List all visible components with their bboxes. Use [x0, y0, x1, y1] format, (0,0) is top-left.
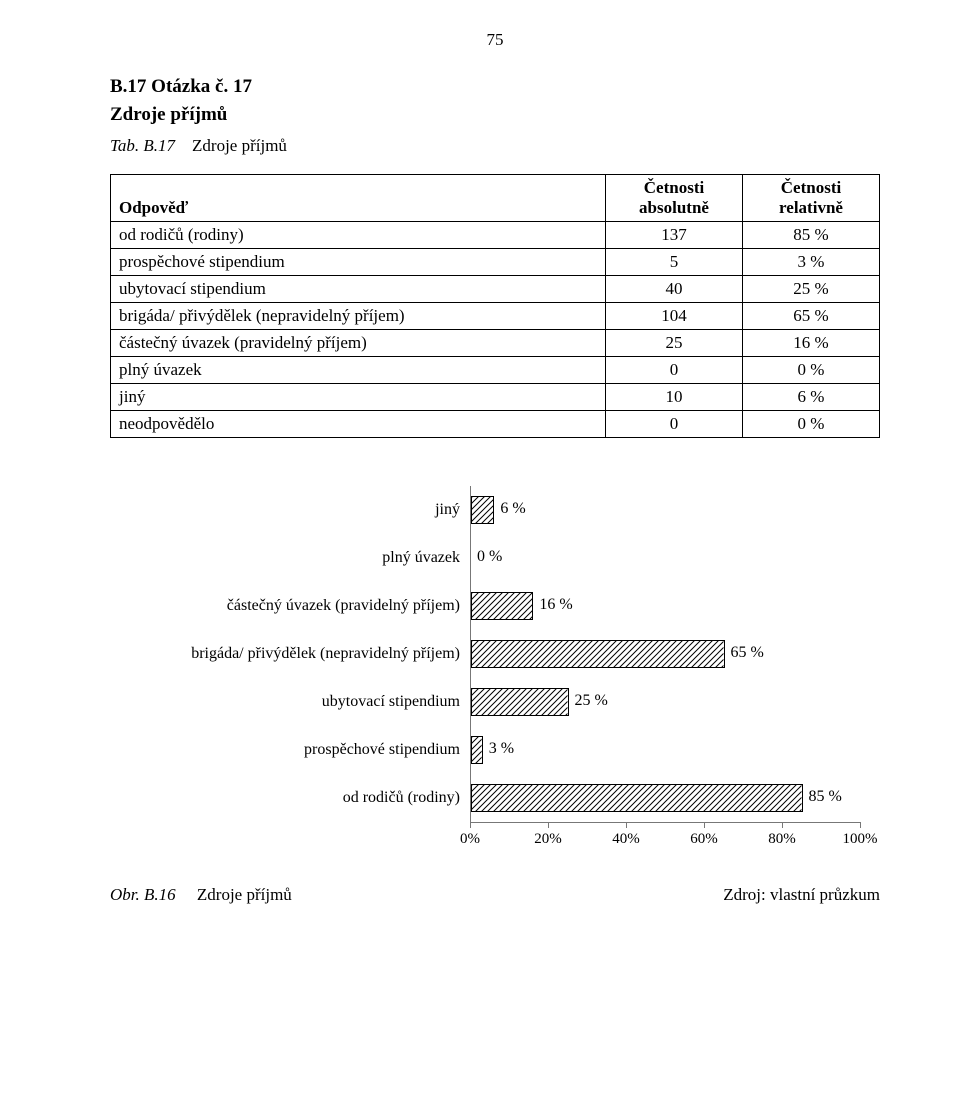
chart-plot-area: 85 % [470, 774, 860, 822]
page: 75 B.17 Otázka č. 17 Zdroje příjmů Tab. … [0, 0, 960, 935]
chart-plot-area: 3 % [470, 726, 860, 774]
chart-row: jiný 6 % [140, 486, 860, 534]
table-row: ubytovací stipendium4025 % [111, 276, 880, 303]
table-row: neodpovědělo00 % [111, 411, 880, 438]
chart-tick-label: 60% [690, 831, 718, 848]
chart-plot-area: 16 % [470, 582, 860, 630]
chart-bar [471, 688, 569, 716]
chart-plot-area: 25 % [470, 678, 860, 726]
chart-value-label: 3 % [489, 740, 514, 758]
table-row: jiný106 % [111, 384, 880, 411]
chart-bar [471, 736, 483, 764]
chart-value-label: 16 % [539, 596, 572, 614]
table-row: částečný úvazek (pravidelný příjem)2516 … [111, 330, 880, 357]
page-number: 75 [110, 30, 880, 50]
table-header-row: Odpověď Četnostiabsolutně Četnostirelati… [111, 175, 880, 222]
chart-row: plný úvazek 0 % [140, 534, 860, 582]
table-row: plný úvazek00 % [111, 357, 880, 384]
bar-chart: jiný 6 % plný úvazek 0 % částečný úvazek (pr… [140, 486, 860, 851]
chart-value-label: 85 % [809, 788, 842, 806]
table-row: prospěchové stipendium53 % [111, 249, 880, 276]
table-caption-text: Zdroje příjmů [192, 136, 287, 155]
chart-tick-label: 20% [534, 831, 562, 848]
chart-row: prospěchové stipendium 3 % [140, 726, 860, 774]
section-subheading: Zdroje příjmů [110, 104, 880, 126]
frequency-table: Odpověď Četnostiabsolutně Četnostirelati… [110, 174, 880, 438]
table-row: brigáda/ přivýdělek (nepravidelný příjem… [111, 303, 880, 330]
chart-bar [471, 592, 533, 620]
col-answer: Odpověď [111, 175, 606, 222]
chart-bar [471, 640, 725, 668]
chart-value-label: 0 % [477, 548, 502, 566]
table-row: od rodičů (rodiny)13785 % [111, 222, 880, 249]
col-rel: Četnostirelativně [743, 175, 880, 222]
chart-tick-label: 80% [768, 831, 796, 848]
chart-value-label: 6 % [500, 500, 525, 518]
chart-row: brigáda/ přivýdělek (nepravidelný příjem… [140, 630, 860, 678]
chart-bar [471, 496, 494, 524]
chart-tick-label: 0% [460, 831, 480, 848]
chart-row: od rodičů (rodiny) 85 % [140, 774, 860, 822]
chart-category-label: částečný úvazek (pravidelný příjem) [140, 597, 470, 615]
chart-plot-area: 0 % [470, 534, 860, 582]
table-body: od rodičů (rodiny)13785 % prospěchové st… [111, 222, 880, 438]
chart-bar [471, 784, 803, 812]
chart-plot-area: 6 % [470, 486, 860, 534]
chart-value-label: 65 % [731, 644, 764, 662]
chart-tick-label: 100% [843, 831, 878, 848]
table-caption: Tab. B.17 Zdroje příjmů [110, 136, 880, 156]
chart-category-label: prospěchové stipendium [140, 741, 470, 759]
figure-caption: Obr. B.16 Zdroje příjmů Zdroj: vlastní p… [110, 885, 880, 905]
chart-row: ubytovací stipendium 25 % [140, 678, 860, 726]
chart-category-label: ubytovací stipendium [140, 693, 470, 711]
chart-category-label: jiný [140, 501, 470, 519]
col-abs: Četnostiabsolutně [606, 175, 743, 222]
chart-row: částečný úvazek (pravidelný příjem) 16 % [140, 582, 860, 630]
chart-category-label: plný úvazek [140, 549, 470, 567]
chart-category-label: od rodičů (rodiny) [140, 789, 470, 807]
section-heading: B.17 Otázka č. 17 [110, 76, 880, 98]
chart-value-label: 25 % [575, 692, 608, 710]
chart-plot-area: 65 % [470, 630, 860, 678]
chart-category-label: brigáda/ přivýdělek (nepravidelný příjem… [140, 645, 470, 663]
chart-tick-label: 40% [612, 831, 640, 848]
table-caption-id: Tab. B.17 [110, 136, 175, 155]
chart-x-axis: 0%20%40%60%80%100% [470, 822, 860, 851]
figure-caption-left: Obr. B.16 Zdroje příjmů [110, 885, 292, 905]
figure-caption-right: Zdroj: vlastní průzkum [723, 885, 880, 905]
